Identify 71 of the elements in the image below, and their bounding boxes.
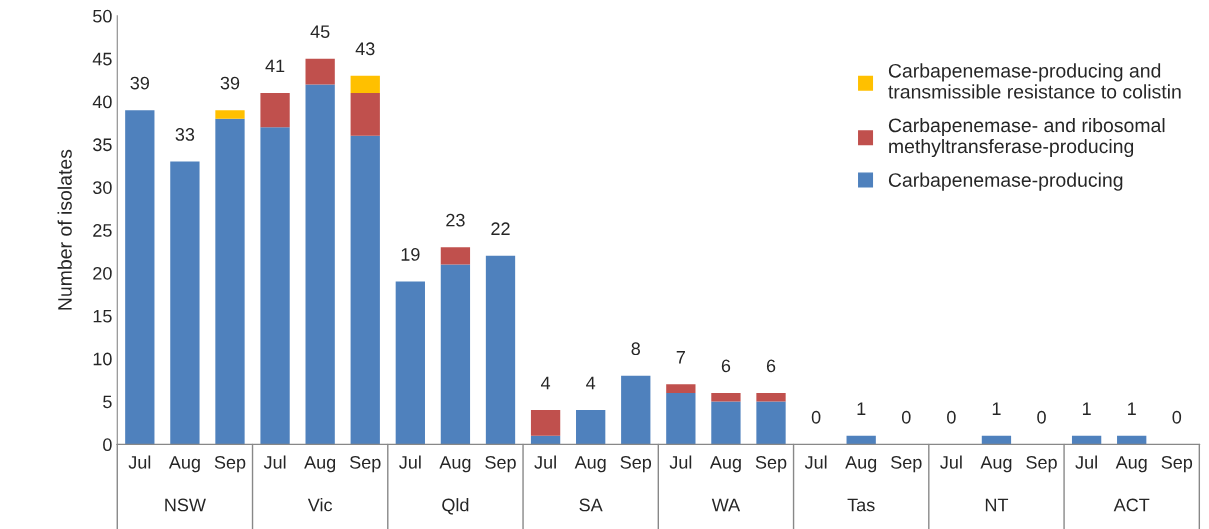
y-tick-label: 5 [103,395,112,409]
x-tick-label: Sep [755,455,787,473]
text: Vic [307,498,333,512]
x-tick-label: Aug [304,456,336,473]
x-tick-label: Sep [1026,455,1057,473]
text: ACT [1113,498,1150,512]
total-label: 4 [540,376,551,390]
x-tick-label: Jul [128,455,151,469]
y-tick-label: 15 [93,309,112,323]
x-tick-label: Jul [940,455,962,469]
x-tick-label: Sep [214,455,246,473]
total-label: 7 [676,351,685,364]
x-tick-label: Jul [1075,455,1097,469]
text: WA [711,498,741,512]
total-label: 6 [721,359,731,373]
total-label: 0 [947,410,956,424]
total-label: 41 [265,59,285,73]
x-tick-label: Aug [168,456,200,473]
total-label: 23 [446,213,465,227]
x-tick-label: Sep [1161,455,1193,473]
total-label: 4 [586,376,596,390]
y-tick-label: 40 [92,95,112,109]
total-label: 45 [310,25,330,39]
total-label: 0 [811,410,821,424]
total-label: 1 [992,402,1001,415]
x-tick-label: Jul [534,455,556,469]
y-tick-label: 50 [93,9,112,23]
total-label: 8 [631,342,640,356]
x-tick-label: Jul [399,455,421,469]
legend-label: Carbapenemase- and ribosomal methyltransferase-producing [888,117,1165,158]
y-tick-label: 20 [93,266,112,280]
total-label: 0 [901,410,911,424]
text: NT [985,498,1009,512]
x-tick-label: Jul [804,455,827,469]
total-label: 1 [1082,402,1091,415]
text: SA [579,498,603,512]
legend-label: Carbapenemase-producing and transmissible resistance to colistin [888,63,1181,99]
total-label: 33 [175,128,195,141]
text: Tas [847,498,875,512]
y-tick-label: 0 [103,438,112,452]
x-tick-label: Aug [980,456,1012,473]
y-tick-label: 30 [93,181,112,194]
total-label: 19 [401,248,420,261]
x-tick-label: Sep [891,455,922,473]
total-label: 43 [355,42,375,56]
x-tick-label: Aug [439,456,471,473]
total-label: 22 [491,222,510,235]
text: Qld [442,498,469,515]
total-label: 1 [1128,402,1136,415]
y-tick-label: 45 [92,52,112,66]
x-tick-label: Sep [620,455,652,473]
total-label: 39 [220,76,240,90]
x-tick-label: Aug [845,456,877,473]
y-tick-label: 35 [93,138,112,152]
y-tick-label: 25 [93,224,112,237]
x-tick-label: Jul [263,455,286,469]
x-tick-label: Sep [350,455,381,473]
x-tick-label: Jul [669,455,692,469]
total-label: 1 [857,402,866,415]
x-tick-label: Aug [574,456,606,473]
x-tick-label: Sep [485,455,516,473]
y-axis-title: Number of isolates [57,149,72,310]
x-tick-label: Aug [709,456,741,473]
text: NSW [165,498,206,512]
total-label: 39 [130,76,149,90]
x-tick-label: Aug [1115,456,1147,473]
legend-label: Carbapenemase-producing [888,172,1123,191]
total-label: 6 [766,359,776,373]
total-label: 0 [1037,410,1046,424]
total-label: 0 [1172,410,1182,424]
y-tick-label: 10 [93,352,112,366]
